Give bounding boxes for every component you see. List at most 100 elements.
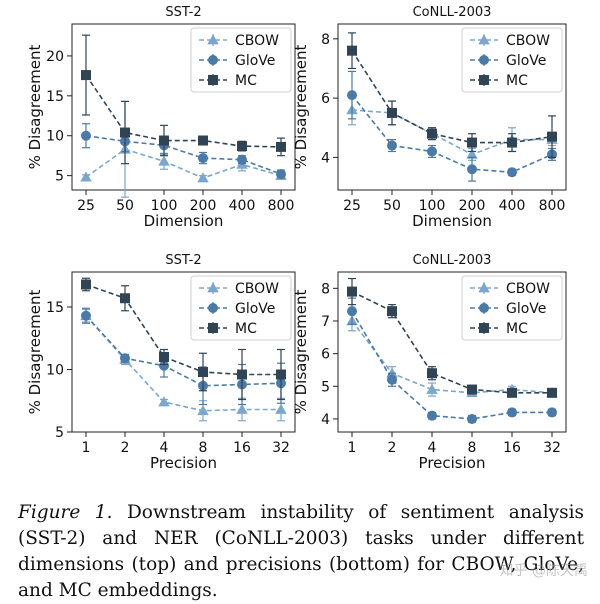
y-tick-label: 5 xyxy=(55,425,64,441)
y-tick-label: 10 xyxy=(46,129,64,145)
glove-point xyxy=(467,413,477,424)
mc-point xyxy=(387,306,397,317)
x-tick-label: 16 xyxy=(503,440,521,456)
x-tick-label: 200 xyxy=(190,198,217,214)
glove-point xyxy=(81,310,91,321)
x-tick-label: 8 xyxy=(468,440,477,456)
mc-point xyxy=(467,384,477,395)
cbow-point xyxy=(80,171,92,182)
mc-point xyxy=(387,107,397,118)
legend-glove-label: GloVe xyxy=(235,301,275,317)
chart-panel-2: CoNLL-2003 25 50 100 200 400 800 4 6 8 Dimension % … xyxy=(292,5,567,230)
x-tick-label: 2 xyxy=(121,440,130,456)
cbow-point xyxy=(197,172,209,183)
glove-point xyxy=(427,410,437,421)
cbow-point xyxy=(236,403,248,414)
mc-point xyxy=(276,369,286,380)
mc-point xyxy=(507,137,517,148)
mc-series-line xyxy=(351,50,553,144)
chart-panel-3: SST-2 1 2 4 8 16 32 5 10 15 Precision % Disagreemen… xyxy=(26,253,296,472)
legend-mc-marker xyxy=(479,323,489,333)
legend-cbow-marker xyxy=(478,282,490,293)
glove-series-line xyxy=(351,310,552,420)
x-tick-label: 800 xyxy=(268,198,295,214)
glove-point xyxy=(427,146,437,157)
y-tick-label: 20 xyxy=(46,49,64,65)
glove-point xyxy=(507,407,517,418)
x-tick-label: 50 xyxy=(383,198,401,214)
legend-glove-marker xyxy=(208,303,218,313)
legend-glove-marker xyxy=(208,55,218,65)
chart-title: CoNLL-2003 xyxy=(413,5,492,20)
y-tick-label: 10 xyxy=(46,363,64,379)
mc-point xyxy=(81,279,91,290)
glove-point xyxy=(198,153,208,164)
plot-frame xyxy=(337,23,567,191)
y-tick-label: 8 xyxy=(321,281,330,297)
legend-cbow-label: CBOW xyxy=(506,281,550,297)
chart-panel-1: SST-2 25 50 100 200 400 800 5 10 15 20 Dimension % D… xyxy=(26,5,296,230)
legend-mc-label: MC xyxy=(506,73,528,89)
x-tick-label: 1 xyxy=(348,440,357,456)
glove-point xyxy=(387,374,397,385)
legend-cbow-label: CBOW xyxy=(235,281,279,297)
y-tick-label: 15 xyxy=(46,300,64,316)
legend-mc-label: MC xyxy=(235,73,257,89)
x-tick-label: 100 xyxy=(419,198,446,214)
y-axis-label: % Disagreement xyxy=(292,44,310,169)
x-tick-label: 50 xyxy=(116,198,134,214)
figure-caption: Figure 1. Downstream instability of sent… xyxy=(18,500,584,604)
mc-point xyxy=(237,141,247,152)
legend-mc-label: MC xyxy=(235,321,257,337)
mc-point xyxy=(427,368,437,379)
x-tick-label: 25 xyxy=(343,198,361,214)
x-tick-label: 400 xyxy=(229,198,256,214)
y-axis-label: % Disagreement xyxy=(26,44,44,169)
cbow-series-line xyxy=(351,109,552,156)
cbow-series-line xyxy=(351,320,553,394)
x-tick-label: 800 xyxy=(539,198,566,214)
x-tick-label: 8 xyxy=(199,440,208,456)
glove-point xyxy=(120,353,130,364)
legend-glove-label: GloVe xyxy=(235,53,275,69)
legend-mc-marker xyxy=(479,75,489,85)
mc-point xyxy=(198,135,208,146)
y-tick-label: 15 xyxy=(46,89,64,105)
y-tick-label: 6 xyxy=(321,91,330,107)
glove-point xyxy=(159,360,169,371)
x-tick-label: 25 xyxy=(77,198,95,214)
glove-point xyxy=(467,164,477,175)
y-tick-label: 4 xyxy=(321,150,330,166)
legend-glove-marker xyxy=(479,303,489,313)
x-axis-label: Precision xyxy=(150,454,217,472)
watermark: 知乎 @陈天禹 xyxy=(499,563,588,579)
x-tick-label: 400 xyxy=(499,198,526,214)
mc-point xyxy=(237,369,247,380)
x-tick-label: 4 xyxy=(160,440,169,456)
mc-series-line xyxy=(85,283,281,376)
x-axis-label: Dimension xyxy=(144,212,224,230)
legend-mc-marker xyxy=(208,75,218,85)
mc-point xyxy=(467,137,477,148)
mc-point xyxy=(547,131,557,142)
glove-point xyxy=(347,90,357,101)
mc-series-line xyxy=(351,290,552,394)
legend-mc-marker xyxy=(208,323,218,333)
mc-point xyxy=(347,286,357,297)
cbow-point xyxy=(426,383,438,394)
glove-point xyxy=(81,130,91,141)
x-tick-label: 2 xyxy=(388,440,397,456)
mc-point xyxy=(547,387,557,398)
mc-point xyxy=(81,70,91,81)
x-tick-label: 1 xyxy=(82,440,91,456)
x-tick-label: 100 xyxy=(151,198,178,214)
y-tick-label: 6 xyxy=(321,347,330,363)
cbow-point xyxy=(275,403,287,414)
legend-glove-label: GloVe xyxy=(506,53,546,69)
x-tick-label: 16 xyxy=(233,440,251,456)
mc-point xyxy=(427,128,437,139)
mc-point xyxy=(120,293,130,304)
plot-frame xyxy=(71,23,296,191)
y-tick-label: 8 xyxy=(321,32,330,48)
